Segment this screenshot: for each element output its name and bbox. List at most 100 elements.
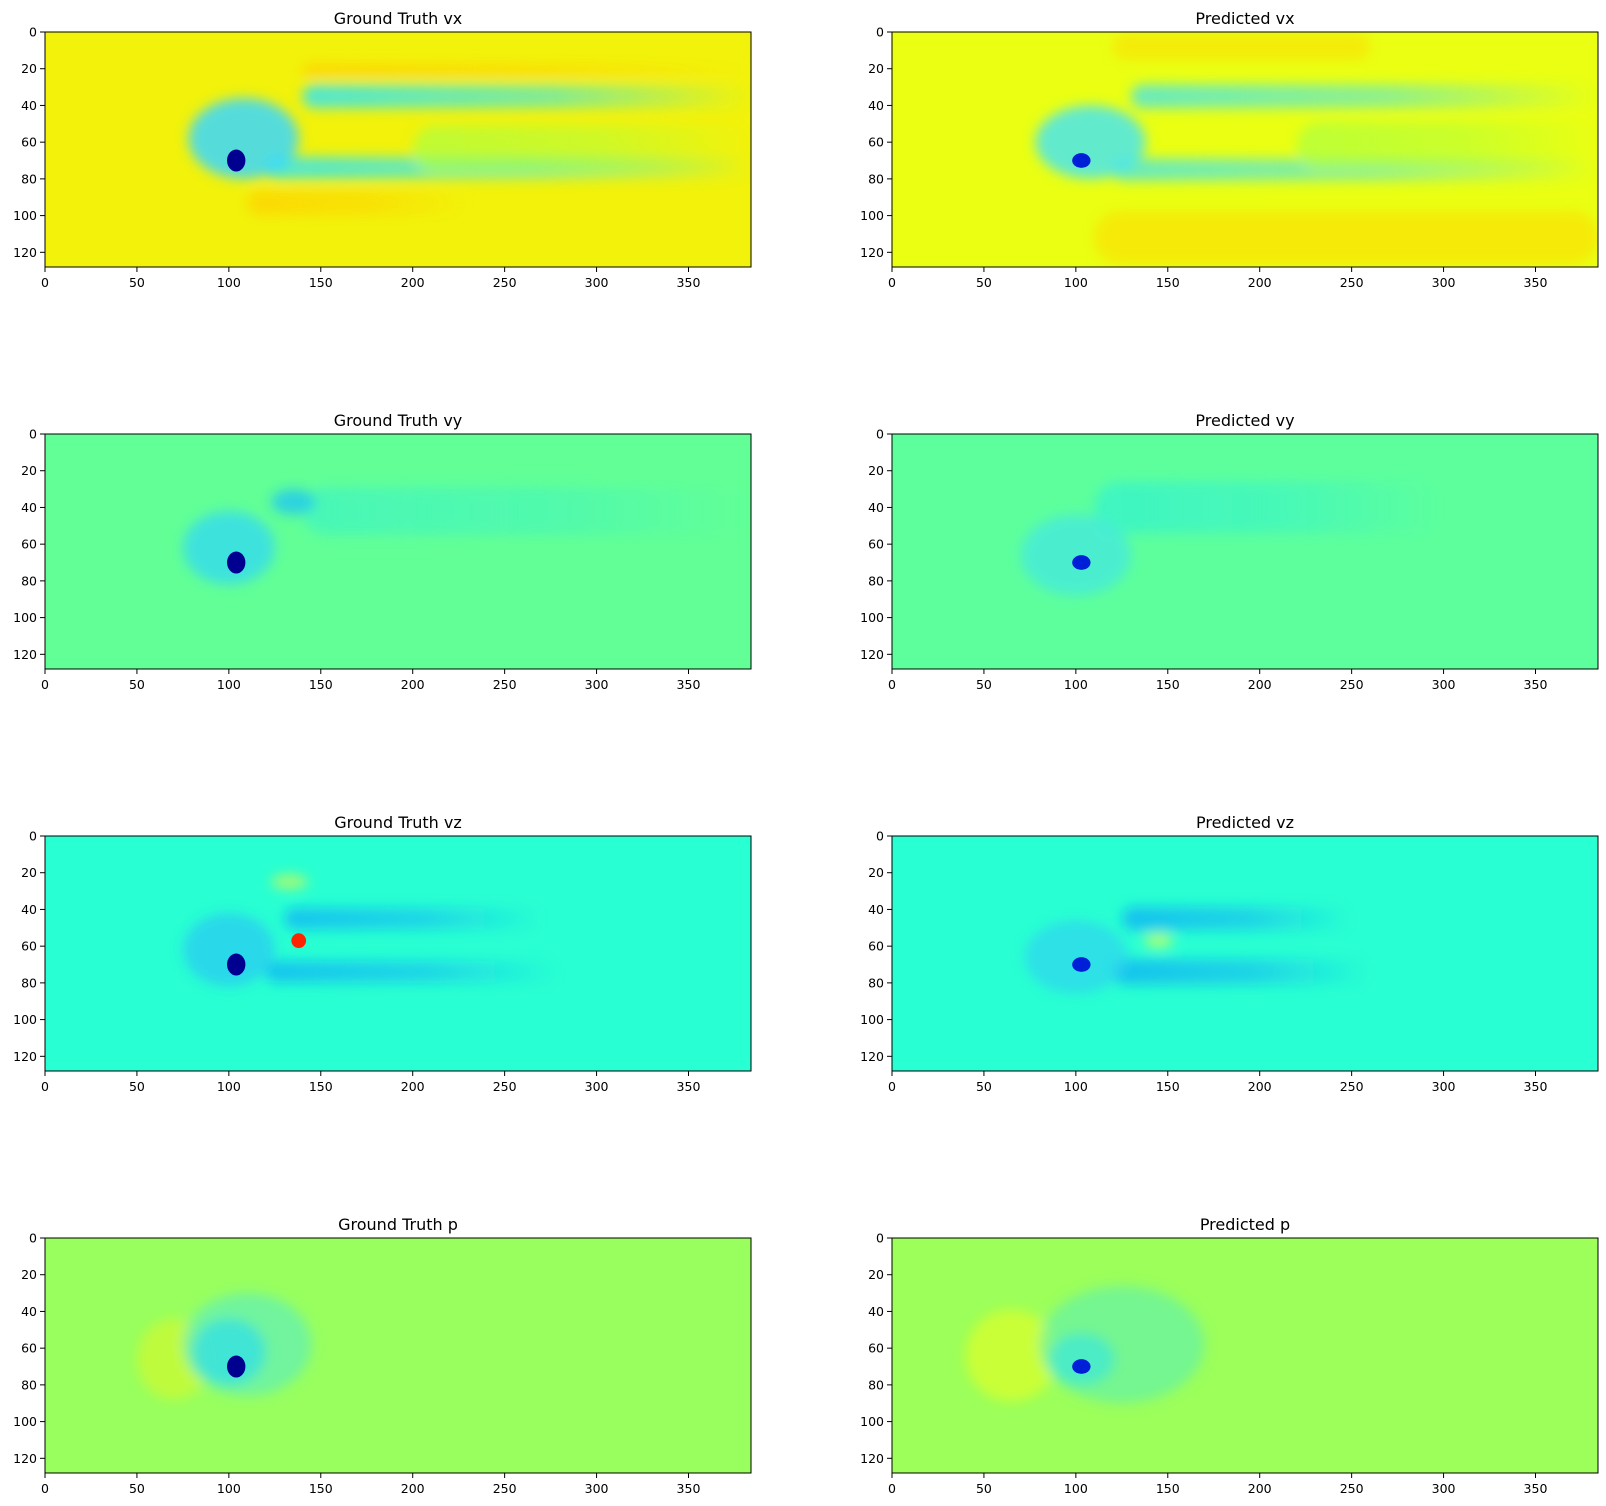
axes-frame [44, 31, 752, 268]
x-tick-label: 250 [493, 677, 517, 692]
x-tick-label: 100 [217, 677, 241, 692]
y-tick-label: 40 [21, 1304, 37, 1319]
y-tick-label: 120 [860, 1451, 884, 1466]
field-blob [965, 1309, 1058, 1402]
y-tick-label: 60 [21, 135, 37, 150]
field-blob [1072, 555, 1091, 570]
x-tick-label: 50 [976, 1079, 992, 1094]
y-tick-label: 20 [21, 1267, 37, 1282]
y-tick-label: 80 [21, 171, 37, 186]
x-tick-label: 300 [1432, 1481, 1456, 1496]
y-tick-label: 60 [21, 537, 37, 552]
y-tick-label: 100 [13, 208, 37, 223]
x-tick-label: 300 [1432, 275, 1456, 290]
y-tick-label: 20 [868, 61, 884, 76]
heatmap-image [892, 32, 1598, 267]
heatmap-background [892, 836, 1598, 1071]
chart-title: Predicted vy [1195, 411, 1294, 430]
y-tick-label: 0 [29, 829, 37, 844]
y-tick-label: 80 [21, 1377, 37, 1392]
x-tick-label: 150 [309, 1481, 333, 1496]
x-tick-label: 50 [976, 1481, 992, 1496]
x-tick-label: 150 [1156, 1079, 1180, 1094]
field-blob [1035, 105, 1146, 179]
x-tick-label: 50 [129, 1079, 145, 1094]
x-tick-label: 300 [585, 677, 609, 692]
wake-band [247, 189, 468, 216]
y-tick-label: 100 [860, 1012, 884, 1027]
field-blob [227, 1355, 246, 1378]
axes-frame [44, 835, 752, 1072]
wake-band [1094, 481, 1444, 534]
field-blob [1143, 933, 1174, 948]
wake-band [1121, 906, 1352, 931]
field-blob [182, 511, 275, 585]
x-tick-label: 300 [585, 1079, 609, 1094]
y-tick-label: 0 [876, 829, 884, 844]
heatmap-background [892, 434, 1598, 669]
x-tick-label: 150 [309, 275, 333, 290]
x-tick-label: 250 [1340, 677, 1364, 692]
axes-frame [891, 31, 1599, 268]
y-tick-label: 100 [13, 610, 37, 625]
field-blob [1072, 957, 1091, 972]
y-tick-label: 100 [13, 1414, 37, 1429]
chart-title: Ground Truth p [338, 1215, 458, 1234]
axes-frame [44, 433, 752, 670]
chart-title: Ground Truth vz [334, 813, 461, 832]
y-tick-label: 120 [860, 245, 884, 260]
field-blob [1072, 1359, 1091, 1374]
heatmap-image [892, 836, 1598, 1071]
y-tick-label: 100 [13, 1012, 37, 1027]
heatmap-panel: Ground Truth vy 0 50 100 150 200 250 300 350 0 20 4… [13, 411, 752, 692]
y-tick-label: 0 [876, 1231, 884, 1246]
y-tick-label: 120 [860, 1049, 884, 1064]
field-blob [192, 1318, 266, 1385]
field-blob [227, 551, 246, 574]
heatmap-panel: Ground Truth vz 0 50 100 150 200 250 300 350 0 20 4… [13, 813, 752, 1094]
y-tick-label: 20 [21, 865, 37, 880]
x-tick-label: 100 [1064, 1481, 1088, 1496]
field-blob [1020, 514, 1132, 596]
x-tick-label: 200 [401, 677, 425, 692]
y-tick-label: 40 [21, 902, 37, 917]
x-tick-label: 200 [401, 275, 425, 290]
heatmap-background [45, 836, 751, 1071]
heatmap-image [45, 1238, 751, 1473]
y-tick-label: 20 [21, 61, 37, 76]
heatmap-image [892, 1238, 1598, 1473]
y-tick-label: 60 [21, 1341, 37, 1356]
y-tick-label: 0 [876, 427, 884, 442]
x-tick-label: 300 [585, 1481, 609, 1496]
x-tick-label: 250 [493, 1079, 517, 1094]
heatmap-background [45, 434, 751, 669]
y-tick-label: 80 [868, 171, 884, 186]
x-tick-label: 200 [401, 1481, 425, 1496]
x-tick-label: 250 [1340, 275, 1364, 290]
y-tick-label: 80 [21, 573, 37, 588]
axes-frame [891, 835, 1599, 1072]
wake-band [1112, 33, 1371, 60]
wake-band [302, 64, 751, 77]
y-tick-label: 40 [868, 1304, 884, 1319]
y-tick-label: 40 [868, 500, 884, 515]
field-blob [271, 874, 308, 890]
heatmap-image [45, 836, 751, 1071]
wake-band [1112, 959, 1371, 985]
x-tick-label: 100 [217, 1481, 241, 1496]
x-tick-label: 50 [129, 275, 145, 290]
x-tick-label: 250 [1340, 1079, 1364, 1094]
y-tick-label: 60 [21, 939, 37, 954]
x-tick-label: 300 [585, 275, 609, 290]
x-tick-label: 200 [401, 1079, 425, 1094]
y-tick-label: 40 [21, 98, 37, 113]
wake-band [1131, 84, 1598, 109]
x-tick-label: 50 [976, 677, 992, 692]
y-tick-label: 100 [860, 1414, 884, 1429]
chart-title: Ground Truth vx [334, 9, 463, 28]
wake-band [302, 84, 751, 109]
x-tick-label: 200 [1248, 1079, 1272, 1094]
x-tick-label: 350 [677, 677, 701, 692]
y-tick-label: 0 [29, 25, 37, 40]
